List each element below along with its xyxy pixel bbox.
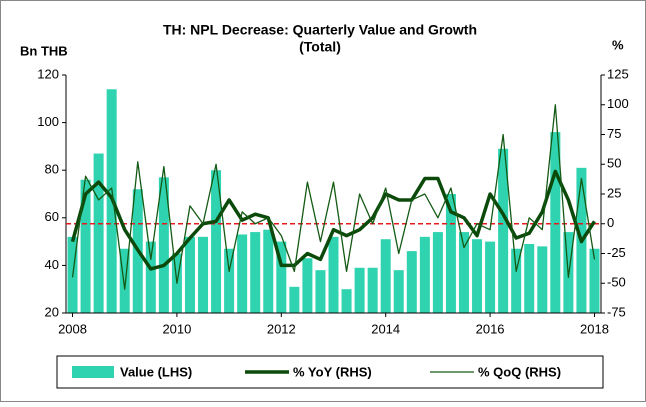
- x-tick-label: 2014: [371, 321, 400, 336]
- bar: [524, 243, 535, 313]
- bar: [237, 234, 248, 313]
- y2-tick-label: 75: [607, 126, 621, 141]
- line-series: [71, 104, 596, 290]
- bar: [485, 241, 496, 313]
- y-tick-label: 40: [45, 257, 59, 272]
- legend-box: [56, 355, 604, 389]
- bar: [511, 248, 522, 313]
- legend-label: % QoQ (RHS): [478, 364, 561, 379]
- bar: [250, 232, 261, 313]
- x-tick-label: 2010: [162, 321, 191, 336]
- bar: [550, 132, 561, 313]
- y2-tick-label: -50: [607, 275, 626, 290]
- line-series: [70, 169, 596, 271]
- bar: [158, 177, 169, 313]
- legend-swatch: [72, 366, 114, 378]
- bar: [380, 239, 391, 313]
- bar: [93, 153, 104, 313]
- bar: [341, 289, 352, 313]
- chart-title: TH: NPL Decrease: Quarterly Value and Gr…: [163, 22, 477, 38]
- y-axis-label: Bn THB: [20, 43, 68, 58]
- bar: [589, 248, 600, 313]
- y2-tick-label: -25: [607, 245, 626, 260]
- bar: [328, 236, 339, 313]
- x-tick-label: 2016: [476, 321, 505, 336]
- bar: [302, 258, 313, 313]
- bar: [537, 246, 548, 313]
- y-tick-label: 80: [45, 162, 59, 177]
- y-tick-label: 120: [37, 66, 59, 81]
- bar: [211, 170, 222, 313]
- y2-tick-label: 125: [607, 66, 629, 81]
- bar: [119, 248, 130, 313]
- bar: [472, 239, 483, 313]
- legend-label: % YoY (RHS): [293, 364, 372, 379]
- chart-title: (Total): [299, 39, 341, 55]
- bar: [432, 232, 443, 313]
- bar: [393, 270, 404, 313]
- bar: [354, 267, 365, 313]
- y2-tick-label: 100: [607, 96, 629, 111]
- bar: [419, 236, 430, 313]
- bar: [224, 248, 235, 313]
- y-tick-label: 100: [37, 114, 59, 129]
- y-tick-label: 60: [45, 209, 59, 224]
- bar: [263, 229, 274, 313]
- bar: [276, 241, 287, 313]
- bar: [458, 232, 469, 313]
- y2-axis-label: %: [612, 37, 624, 52]
- bar: [498, 148, 509, 313]
- y2-tick-label: 0: [607, 215, 614, 230]
- x-tick-label: 2008: [58, 321, 87, 336]
- x-tick-label: 2012: [267, 321, 296, 336]
- x-tick-label: 2018: [580, 321, 609, 336]
- bar: [145, 241, 156, 313]
- bar: [445, 194, 456, 313]
- y-tick-label: 20: [45, 304, 59, 319]
- legend-label: Value (LHS): [120, 364, 192, 379]
- bar: [367, 267, 378, 313]
- y2-tick-label: -75: [607, 304, 626, 319]
- bar: [80, 179, 91, 313]
- y2-tick-label: 50: [607, 156, 621, 171]
- bar: [198, 236, 209, 313]
- bar: [315, 270, 326, 313]
- y2-tick-label: 25: [607, 185, 621, 200]
- bar: [184, 236, 195, 313]
- bar: [289, 286, 300, 313]
- bar: [406, 251, 417, 313]
